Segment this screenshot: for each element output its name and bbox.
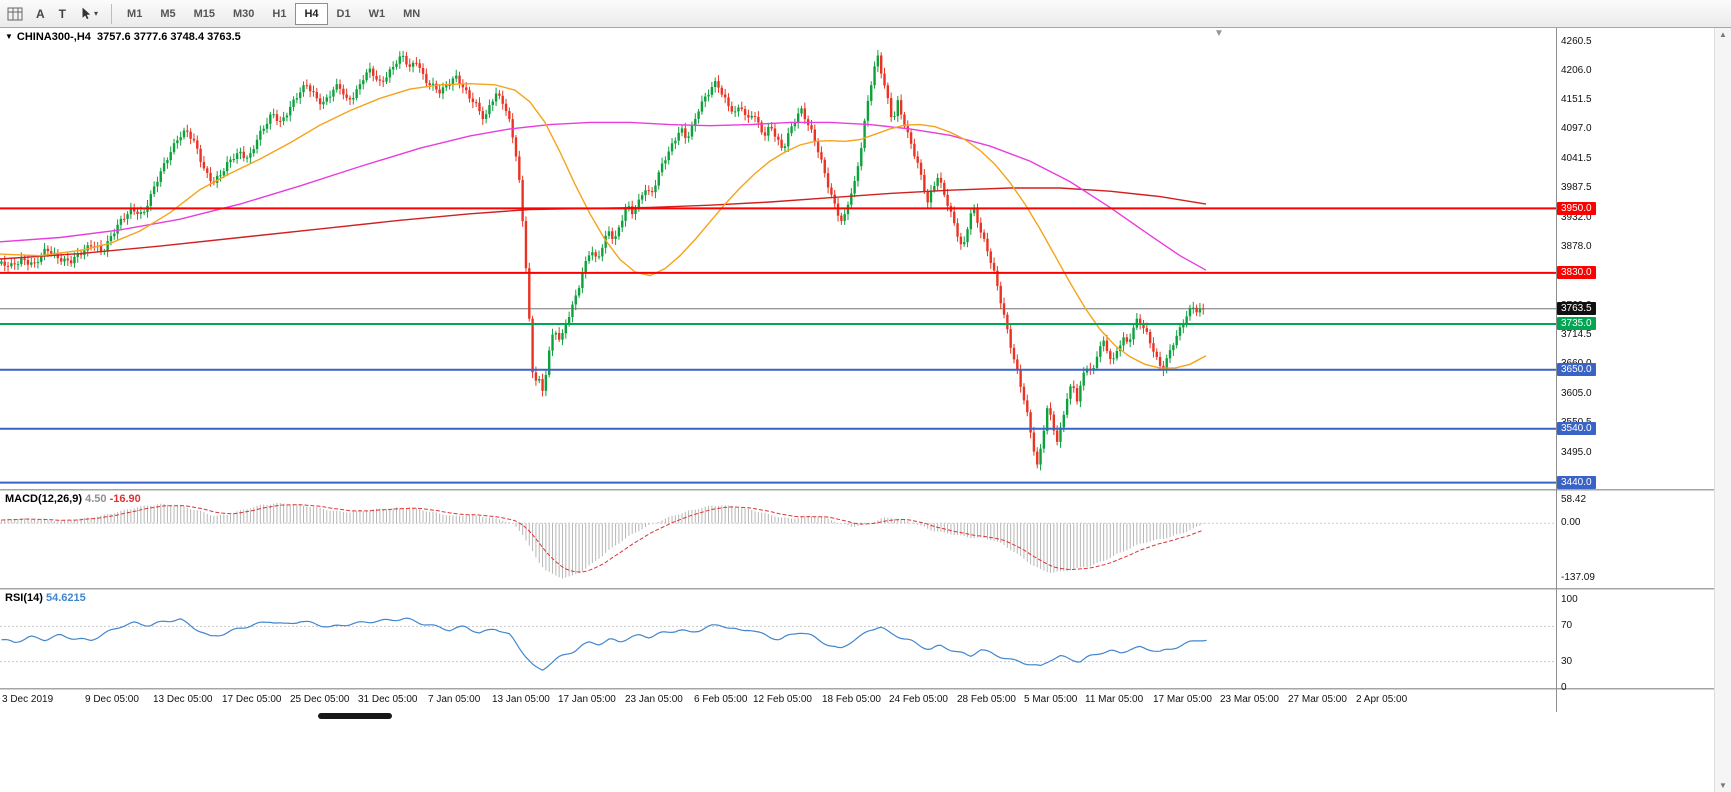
scroll-up-icon[interactable]: ▲ — [1719, 30, 1727, 39]
timeframe-m15-button[interactable]: M15 — [193, 7, 215, 20]
price-axis-label: 3495.0 — [1561, 446, 1592, 458]
time-axis-label: 27 Mar 05:00 — [1288, 694, 1347, 705]
rsi-line — [1, 617, 1207, 671]
time-axis-label: 13 Dec 05:00 — [153, 694, 213, 705]
macd-main-value: 4.50 — [85, 493, 107, 505]
ma-slow-red — [0, 187, 1207, 260]
price-level-badge: 3950.0 — [1557, 201, 1596, 215]
scroll-down-icon[interactable]: ▼ — [1719, 781, 1727, 790]
time-axis-label: 23 Jan 05:00 — [625, 694, 683, 705]
timeframe-group: M1 M5 M15 M30 H1 H4 D1 W1 MN — [118, 2, 429, 25]
macd-axis-label: 0.00 — [1561, 517, 1581, 529]
one-click-trading-icon[interactable]: ▼ — [5, 32, 13, 41]
time-axis-label: 7 Jan 05:00 — [428, 694, 481, 705]
rsi-axis-label: 70 — [1561, 620, 1573, 632]
time-axis-label: 11 Mar 05:00 — [1085, 694, 1144, 705]
rsi-axis-label: 0 — [1561, 682, 1567, 693]
timeframe-w1-button[interactable]: W1 — [368, 7, 386, 20]
timeframe-h4-button[interactable]: H4 — [295, 2, 328, 25]
time-axis-label: 2 Apr 05:00 — [1356, 694, 1408, 705]
time-axis-label: 23 Mar 05:00 — [1220, 694, 1279, 705]
macd-signal-line — [1, 504, 1204, 573]
timeframe-h1-button[interactable]: H1 — [272, 7, 287, 20]
vertical-scrollbar[interactable]: ▲ ▼ — [1714, 28, 1731, 792]
time-axis-label: 17 Dec 05:00 — [222, 694, 282, 705]
timeframe-d1-button[interactable]: D1 — [336, 7, 351, 20]
macd-signal-value: -16.90 — [109, 493, 141, 505]
time-axis-label: 3 Dec 2019 — [2, 694, 54, 705]
chart-header: ▼ CHINA300-,H4 3757.6 3777.6 3748.4 3763.… — [5, 31, 241, 43]
ma-fast-orange — [0, 82, 1207, 369]
toolbar-separator — [111, 3, 113, 24]
price-axis-label: 4097.0 — [1561, 123, 1592, 135]
timeframe-m1-button[interactable]: M1 — [127, 7, 143, 20]
price-chart-canvas[interactable] — [0, 28, 1556, 489]
time-axis-label: 12 Feb 05:00 — [753, 694, 812, 705]
timeframe-m5-button[interactable]: M5 — [160, 7, 176, 20]
chart-symbol-label: CHINA300-,H4 — [16, 31, 91, 43]
price-axis-label: 3605.0 — [1561, 387, 1592, 399]
timeframe-mn-button[interactable]: MN — [403, 7, 421, 20]
price-axis-label: 3987.5 — [1561, 182, 1592, 194]
rsi-axis-label: 100 — [1561, 594, 1578, 605]
tool-t-button[interactable]: T — [58, 6, 67, 21]
candlesticks — [0, 50, 1205, 471]
rsi-pane-canvas[interactable] — [0, 590, 1556, 688]
price-axis-label: 4260.5 — [1561, 35, 1592, 47]
time-axis-label: 31 Dec 05:00 — [358, 694, 418, 705]
time-axis-label: 17 Jan 05:00 — [558, 694, 616, 705]
price-level-badge: 3735.0 — [1557, 317, 1596, 331]
macd-axis-label: 58.42 — [1561, 494, 1587, 505]
macd-axis-label: -137.09 — [1561, 572, 1595, 583]
pane-separator-rsi[interactable] — [0, 588, 1731, 590]
macd-histogram — [0, 503, 1204, 579]
chart-shift-marker-icon[interactable]: ▼ — [1214, 28, 1224, 39]
cursor-tool-button[interactable]: ▾ — [73, 3, 105, 25]
price-axis-label: 4206.0 — [1561, 64, 1592, 76]
tool-a-button[interactable]: A — [36, 6, 45, 21]
timeframe-m30-button[interactable]: M30 — [233, 7, 255, 20]
time-axis-label: 18 Feb 05:00 — [822, 694, 881, 705]
chevron-down-icon: ▾ — [94, 9, 99, 18]
macd-pane-canvas[interactable] — [0, 491, 1556, 588]
time-axis-label: 17 Mar 05:00 — [1153, 694, 1212, 705]
pane-separator-macd[interactable] — [0, 489, 1731, 491]
ma-mid-magenta — [0, 121, 1207, 271]
rsi-axis-label: 30 — [1561, 655, 1573, 667]
price-axis-label: 3714.5 — [1561, 329, 1592, 340]
bottom-scroll-area — [0, 712, 1714, 792]
macd-name: MACD(12,26,9) — [5, 493, 83, 505]
price-level-badge: 3830.0 — [1557, 266, 1596, 280]
rsi-value: 54.6215 — [45, 592, 86, 604]
time-axis-label: 24 Feb 05:00 — [889, 694, 948, 705]
rsi-name: RSI(14) — [5, 592, 43, 604]
price-axis-label: 4041.5 — [1561, 153, 1592, 165]
macd-indicator-label: MACD(12,26,9) 4.50 -16.90 — [5, 493, 141, 505]
price-axis-label: 4151.5 — [1561, 94, 1592, 106]
time-axis-label: 28 Feb 05:00 — [957, 694, 1016, 705]
price-axis-border — [1556, 28, 1557, 712]
time-axis-label: 25 Dec 05:00 — [290, 694, 350, 705]
chart-ohlc-values: 3757.6 3777.6 3748.4 3763.5 — [97, 31, 241, 43]
price-axis-label: 3878.0 — [1561, 241, 1592, 253]
price-level-badge: 3650.0 — [1557, 363, 1596, 377]
price-level-badge: 3440.0 — [1557, 476, 1596, 490]
time-axis-label: 6 Feb 05:00 — [694, 694, 748, 705]
time-axis-label: 9 Dec 05:00 — [85, 694, 139, 705]
time-axis-label: 5 Mar 05:00 — [1024, 694, 1078, 705]
time-axis-label: 13 Jan 05:00 — [492, 694, 550, 705]
pane-separator-timeaxis[interactable] — [0, 688, 1731, 690]
current-price-badge: 3763.5 — [1557, 302, 1596, 316]
chart-grid-icon[interactable] — [3, 3, 27, 25]
cursor-arrow-icon — [82, 7, 91, 20]
bottom-scrollbar-thumb[interactable] — [318, 713, 392, 719]
price-level-badge: 3540.0 — [1557, 422, 1596, 436]
price-axis-label: 3932.0 — [1561, 212, 1592, 224]
rsi-indicator-label: RSI(14) 54.6215 — [5, 592, 86, 604]
